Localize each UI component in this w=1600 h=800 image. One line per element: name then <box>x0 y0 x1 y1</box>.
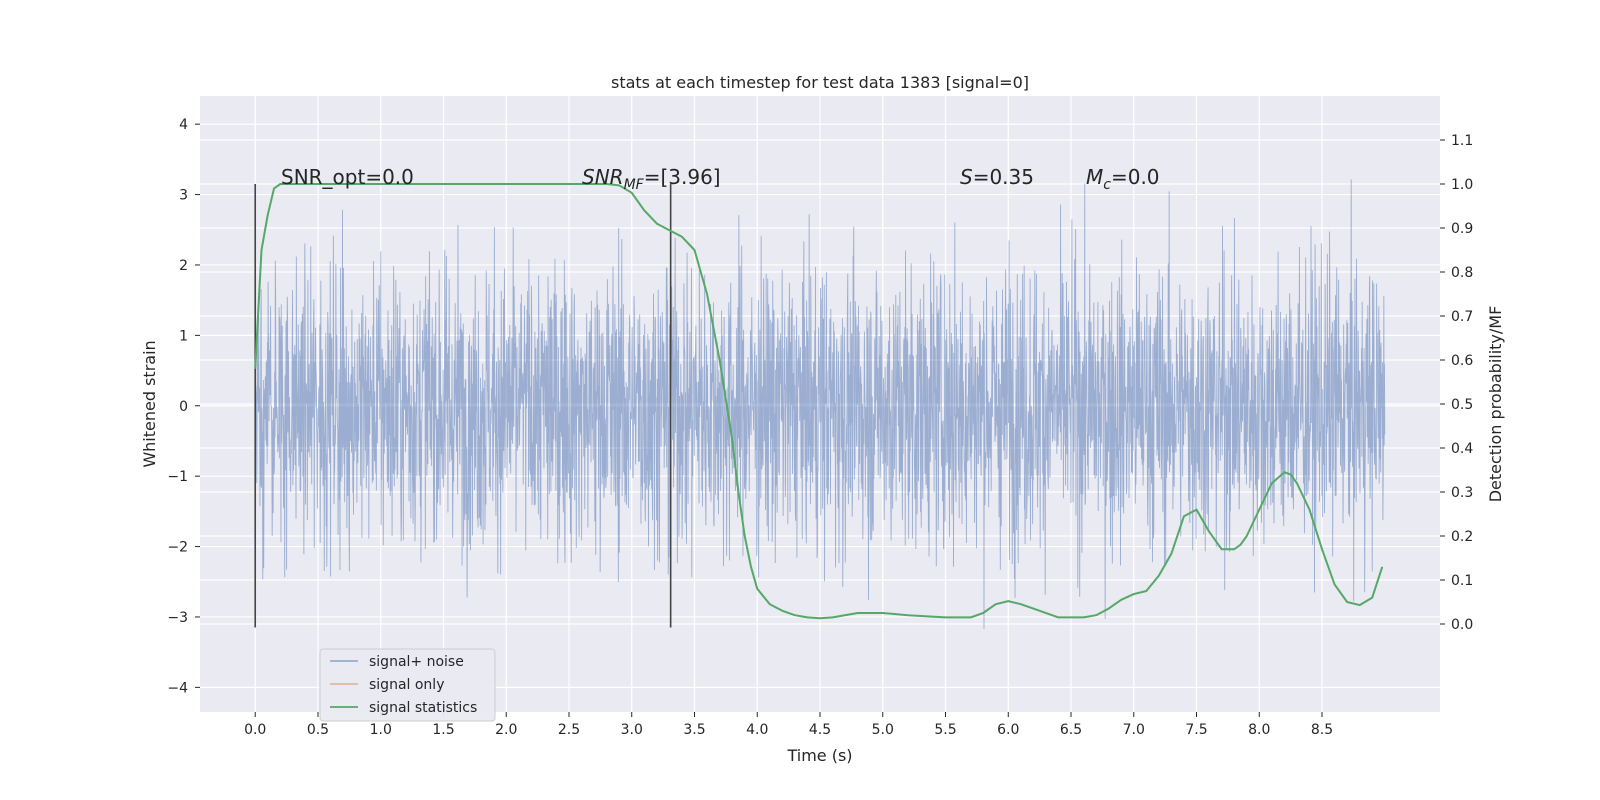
y-tick-label: −4 <box>167 680 188 696</box>
y-tick-label: 1 <box>179 328 188 344</box>
x-tick-label: 1.5 <box>432 722 454 738</box>
signal-statistics-series <box>254 183 1384 620</box>
chart-title: stats at each timestep for test data 138… <box>611 73 1029 92</box>
annotation-snr-opt: SNR_opt=0.0 <box>281 165 414 189</box>
x-tick-label: 0.5 <box>307 722 329 738</box>
y-tick-label: −2 <box>167 540 188 556</box>
x-tick-label: 8.0 <box>1248 722 1270 738</box>
annotation-s: S=0.35 <box>960 165 1034 189</box>
noise-series-signal-plus-noise <box>254 179 1386 629</box>
y2-tick-label: 0.3 <box>1451 485 1473 501</box>
mc-rest: =0.0 <box>1111 165 1160 189</box>
mc-base: M <box>1086 165 1103 189</box>
y-axis-title: Whitened strain <box>140 340 159 467</box>
x-tick-label: 5.5 <box>934 722 956 738</box>
y2-tick-label: 1.0 <box>1451 177 1473 193</box>
x-tick-label: 7.5 <box>1185 722 1207 738</box>
legend-label-signal-plus-noise: signal+ noise <box>369 654 464 670</box>
x-tick-label: 4.5 <box>809 722 831 738</box>
y2-tick-label: 0.0 <box>1451 617 1473 633</box>
annotation-mc: Mc=0.0 <box>1086 165 1160 193</box>
x-tick-label: 1.0 <box>370 722 392 738</box>
y2-tick-label: 0.6 <box>1451 353 1473 369</box>
y2-tick-label: 0.5 <box>1451 397 1473 413</box>
legend-box <box>319 648 496 722</box>
x-tick-label: 8.5 <box>1311 722 1333 738</box>
y2-tick-label: 0.2 <box>1451 529 1473 545</box>
ticks: 0.0 0.5 1.0 1.5 2.0 2.5 3.0 3.5 4.0 4.5 5.0 5.5 6.0 6… <box>167 117 1473 738</box>
x-tick-label: 3.0 <box>621 722 643 738</box>
s-rest: =0.35 <box>973 165 1034 189</box>
x-tick-label: 7.0 <box>1123 722 1145 738</box>
s-base: S <box>960 165 973 189</box>
mc-sub: c <box>1103 177 1111 193</box>
x-tick-label: 2.5 <box>558 722 580 738</box>
y-tick-label: 4 <box>179 117 188 133</box>
x-tick-label: 4.0 <box>746 722 768 738</box>
legend-label-signal-only: signal only <box>369 677 444 693</box>
y2-tick-label: 0.8 <box>1451 265 1473 281</box>
y-tick-label: −1 <box>167 469 188 485</box>
y2-tick-label: 0.4 <box>1451 441 1473 457</box>
x-tick-label: 6.5 <box>1060 722 1082 738</box>
signal-statistics-line <box>254 183 1384 620</box>
y-tick-label: 3 <box>179 188 188 204</box>
x-tick-label: 2.0 <box>495 722 517 738</box>
y2-tick-label: 0.1 <box>1451 573 1473 589</box>
x-tick-label: 3.5 <box>683 722 705 738</box>
legend-label-signal-statistics: signal statistics <box>369 700 477 716</box>
noise-trace <box>254 179 1386 629</box>
x-tick-label: 6.0 <box>997 722 1019 738</box>
x-axis-title: Time (s) <box>786 746 852 765</box>
y2-tick-label: 0.9 <box>1451 221 1473 237</box>
y2-axis-title: Detection probability/MF <box>1486 306 1505 503</box>
y-tick-label: −3 <box>167 610 188 626</box>
y-tick-label: 2 <box>179 258 188 274</box>
annotation-snr-mf: SNRMF=[3.96] <box>582 165 721 193</box>
vertical-markers <box>254 184 672 628</box>
x-tick-label: 5.0 <box>872 722 894 738</box>
snr-mf-base: SNR <box>582 165 624 189</box>
x-tick-label: 0.0 <box>244 722 266 738</box>
y2-tick-label: 1.1 <box>1451 133 1473 149</box>
y2-tick-label: 0.7 <box>1451 309 1473 325</box>
legend: signal+ noise signal only signal statist… <box>319 648 496 722</box>
y-tick-label: 0 <box>179 399 188 415</box>
snr-mf-sub: MF <box>624 177 645 193</box>
snr-mf-rest: =[3.96] <box>644 165 721 189</box>
